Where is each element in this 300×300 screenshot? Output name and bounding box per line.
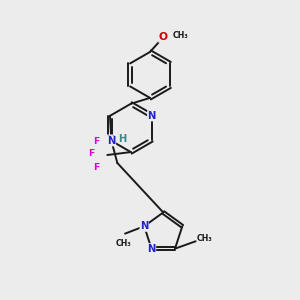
Text: O: O: [159, 32, 168, 42]
Text: N: N: [106, 135, 114, 145]
Text: CH₃: CH₃: [116, 239, 131, 248]
Text: N: N: [107, 136, 116, 146]
Text: N: N: [147, 244, 156, 254]
Text: F: F: [93, 137, 99, 146]
Text: F: F: [93, 163, 99, 172]
Text: CH₃: CH₃: [173, 31, 188, 40]
Text: F: F: [88, 149, 94, 158]
Text: CH₃: CH₃: [197, 234, 213, 243]
Text: N: N: [140, 221, 148, 231]
Text: N: N: [148, 111, 156, 121]
Text: H: H: [118, 134, 127, 143]
